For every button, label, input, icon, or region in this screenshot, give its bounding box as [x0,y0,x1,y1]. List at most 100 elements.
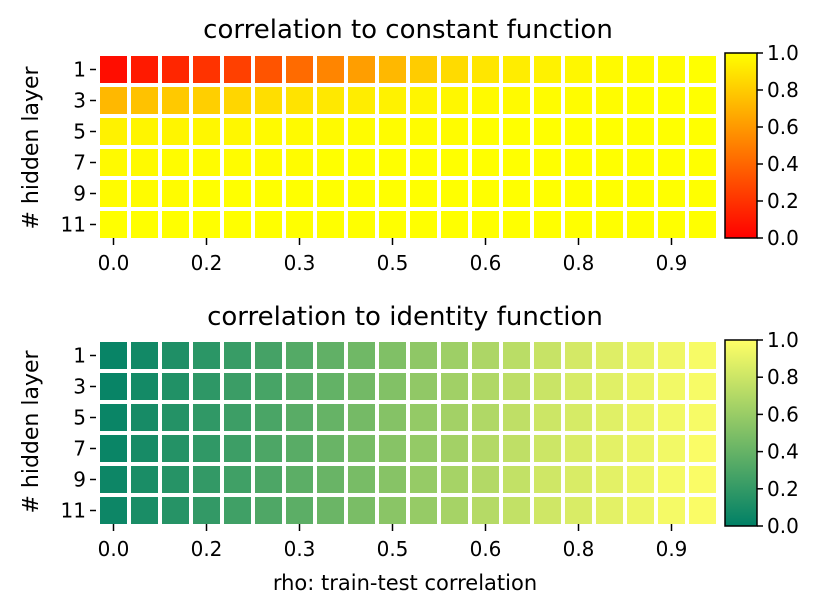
heatmap-cell [224,404,251,431]
heatmap-cell [503,342,530,369]
heatmap-cell [658,497,685,524]
heatmap-cell [658,87,685,114]
heatmap-cell [627,404,654,431]
heatmap-cell [658,373,685,400]
heatmap-cell [162,435,189,462]
heatmap-cell [410,435,437,462]
heatmap-cell [472,373,499,400]
heatmap-cell [627,435,654,462]
heatmap-cell [689,404,716,431]
heatmap-cell [193,435,220,462]
colorbar: 0.0 0.2 0.4 0.6 0.8 1.0 [724,41,799,250]
heatmap-cell [441,466,468,493]
heatmap-cell [286,342,313,369]
heatmap-cell [627,373,654,400]
heatmap-cell [627,342,654,369]
heatmap-cell [534,497,561,524]
heatmap-cell [658,211,685,238]
heatmap-cell [193,118,220,145]
heatmap-cell [534,149,561,176]
y-tick-label: 11 [61,499,86,523]
heatmap-cell [131,497,158,524]
colorbar-gradient [724,52,758,239]
heatmap-cell [472,342,499,369]
heatmap-cell [193,497,220,524]
heatmap-cell [503,211,530,238]
heatmap-cell [224,466,251,493]
heatmap-cell [689,118,716,145]
heatmap-cell [131,118,158,145]
heatmap-cell [379,373,406,400]
heatmap-cell [162,211,189,238]
heatmap-cell [441,118,468,145]
colorbar-tick-label: 1.0 [767,41,799,65]
heatmap-cell [689,373,716,400]
heatmap-cell [131,87,158,114]
x-tick-label: 0.6 [470,251,502,275]
heatmap-cell [317,56,344,83]
heatmap-cells [100,342,716,524]
heatmap-cell [348,342,375,369]
heatmap-cell [565,118,592,145]
heatmap-cell [503,87,530,114]
heatmap-cell [348,373,375,400]
heatmap-cell [193,180,220,207]
heatmap-cell [317,373,344,400]
heatmap-cell [472,180,499,207]
heatmap-cell [472,466,499,493]
heatmap-cell [100,342,127,369]
heatmap-cell [565,497,592,524]
panel-constant: correlation to constant function # hidde… [19,15,799,275]
heatmap-cell [224,211,251,238]
heatmap-cell [131,342,158,369]
heatmap-cell [658,118,685,145]
heatmap-cell [410,211,437,238]
y-tick-label: 7 [73,437,86,461]
heatmap-cell [255,373,282,400]
heatmap-cell [286,373,313,400]
heatmap-cell [410,342,437,369]
colorbar-ticks: 0.0 0.2 0.4 0.6 0.8 1.0 [757,41,799,250]
heatmap-cell [565,435,592,462]
colorbar: 0.0 0.2 0.4 0.6 0.8 1.0 [724,328,799,538]
colorbar-gradient [724,339,758,527]
heatmap-cell [131,466,158,493]
heatmap-cell [348,404,375,431]
heatmap-cell [255,149,282,176]
heatmap-cell [379,56,406,83]
heatmap-cell [658,342,685,369]
heatmap-cell [224,180,251,207]
heatmap-cell [565,466,592,493]
heatmap-cell [472,211,499,238]
heatmap-cell [472,56,499,83]
heatmap-cell [410,497,437,524]
heatmap-cell [689,149,716,176]
heatmap-cell [503,404,530,431]
heatmap-cell [224,497,251,524]
colorbar-tick-label: 1.0 [767,328,799,352]
heatmap-cell [317,435,344,462]
heatmap-cell [410,373,437,400]
heatmap-cell [534,466,561,493]
y-tick-label: 1 [73,344,86,368]
heatmap-cell [503,435,530,462]
heatmap-cell [534,211,561,238]
heatmap-cell [503,373,530,400]
heatmap-cell [193,211,220,238]
heatmap-cell [162,56,189,83]
heatmap-cell [503,466,530,493]
heatmap-cell [317,404,344,431]
colorbar-tick-label: 0.6 [767,115,799,139]
heatmap-cell [162,118,189,145]
heatmap-cell [503,180,530,207]
y-ticks: 1 3 5 7 9 11 [61,344,96,523]
x-tick-label: 0.0 [98,537,130,561]
heatmap-cell [162,404,189,431]
heatmap-cell [689,497,716,524]
heatmap-cell [348,149,375,176]
y-tick-label: 1 [73,58,86,82]
x-tick-label: 0.0 [98,251,130,275]
heatmap-cell [348,466,375,493]
x-ticks: 0.0 0.2 0.3 0.5 0.6 0.8 0.9 [98,524,687,561]
heatmap-cell [100,211,127,238]
